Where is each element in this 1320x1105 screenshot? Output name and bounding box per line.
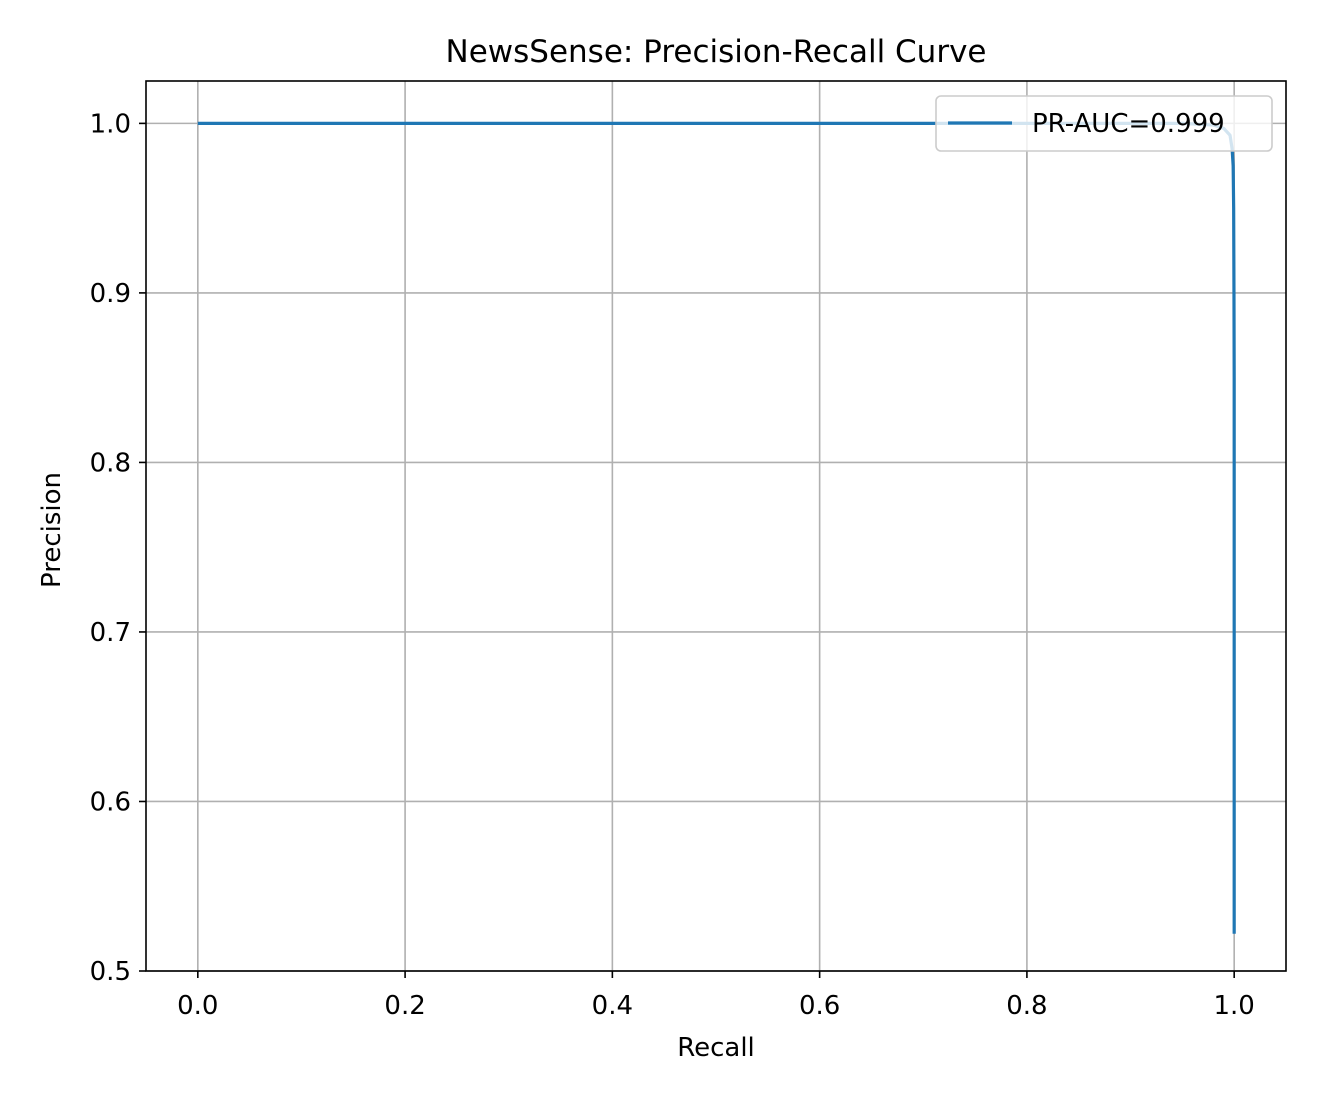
- x-tick-label: 0.0: [177, 991, 218, 1021]
- legend-box: [935, 95, 1273, 152]
- y-tick-label: 0.8: [90, 448, 131, 478]
- x-axis-label: Recall: [677, 1033, 755, 1063]
- y-tick-label: 0.5: [90, 957, 131, 987]
- chart-title: NewsSense: Precision-Recall Curve: [446, 34, 987, 70]
- legend-entry-label: PR-AUC=0.999: [1032, 109, 1225, 139]
- legend: PR-AUC=0.999: [935, 95, 1273, 152]
- x-tick-label: 0.6: [799, 991, 840, 1021]
- y-tick-label: 0.9: [90, 279, 131, 309]
- x-tick-label: 0.8: [1006, 991, 1047, 1021]
- y-axis-label: Precision: [37, 472, 67, 588]
- grid-lines: [146, 81, 1286, 972]
- y-tick-label: 1.0: [90, 109, 131, 139]
- plot-frame: [145, 80, 1287, 972]
- x-tick-label: 0.2: [384, 991, 425, 1021]
- x-tick-label: 1.0: [1214, 991, 1255, 1021]
- y-axis-ticks: 0.5 0.6 0.7 0.8 0.9 1.0: [90, 109, 146, 987]
- y-tick-label: 0.7: [90, 618, 131, 648]
- x-tick-label: 0.4: [592, 991, 633, 1021]
- y-tick-label: 0.6: [90, 787, 131, 817]
- x-axis-ticks: 0.0 0.2 0.4 0.6 0.8 1.0: [177, 971, 1255, 1021]
